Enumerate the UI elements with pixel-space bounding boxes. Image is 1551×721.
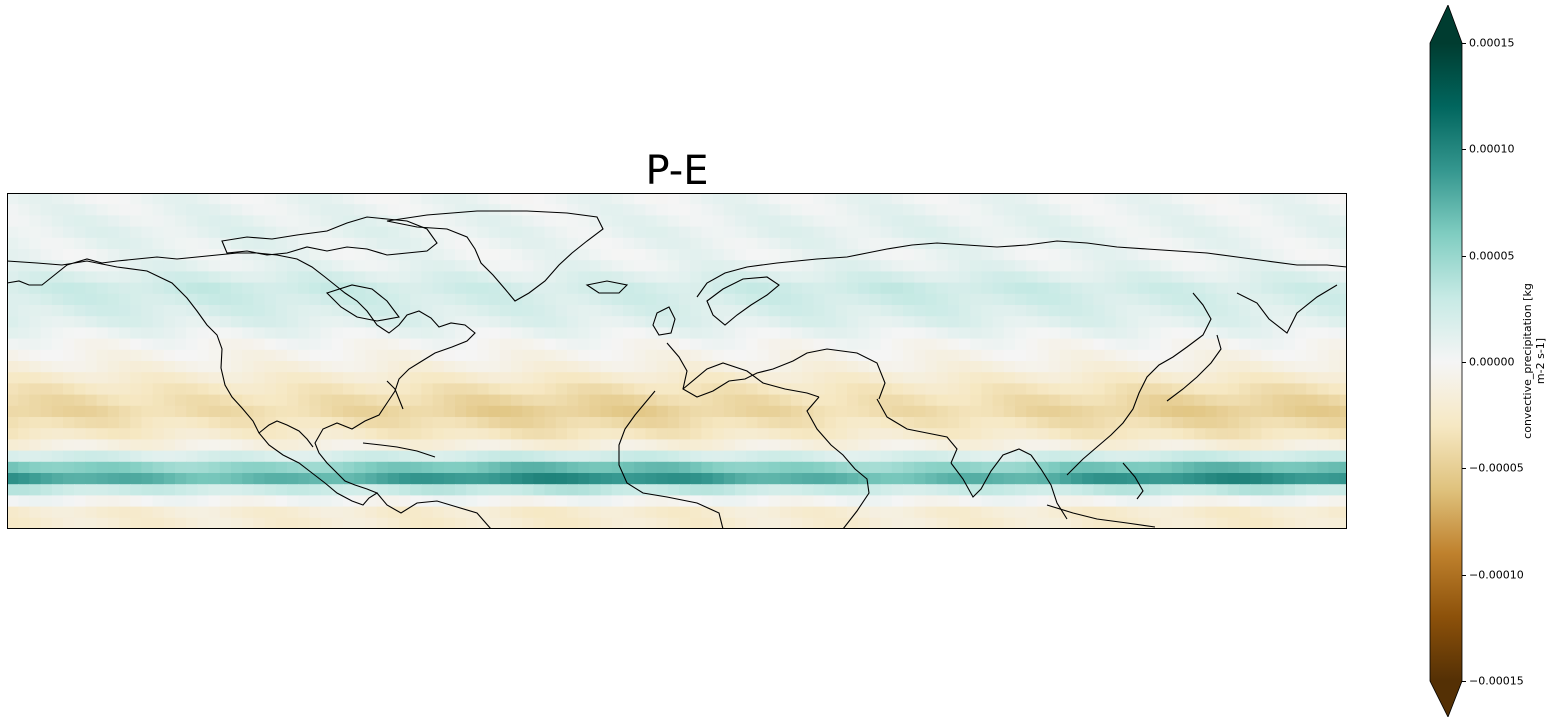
coastline-mediterranean — [682, 362, 820, 398]
colorbar-extend-max — [1430, 5, 1462, 43]
colorbar-body — [1430, 43, 1462, 681]
colorbar-tick-mark — [1462, 362, 1466, 363]
colorbar-label: convective_precipitation [kg m-2 s-1] — [1521, 283, 1547, 439]
colorbar-tick-mark — [1462, 574, 1466, 576]
coastline-arctic-islands — [221, 216, 438, 256]
coastline-scandinavia — [706, 276, 780, 326]
colorbar-tick-label: −0.00005 — [1469, 461, 1524, 475]
colorbar-label-line2: m-2 s-1] — [1534, 337, 1547, 385]
colorbar-tick-mark — [1462, 149, 1466, 151]
colorbar-tick-label: −0.00010 — [1469, 568, 1524, 582]
map-title: P-E — [645, 148, 709, 194]
coastline-florida — [386, 380, 404, 410]
coastlines — [7, 210, 1347, 529]
colorbar-ticks: 0.00015 0.00010 0.00005 0.00000 −0.00005 −0.0… — [1462, 0, 1532, 721]
colorbar-tick-label: 0.00010 — [1469, 142, 1515, 156]
map-border — [7, 193, 1347, 529]
coastline-caribbean — [362, 442, 436, 458]
colorbar-extend-min — [1430, 681, 1462, 717]
colorbar-tick-label: 0.00000 — [1469, 355, 1515, 369]
map-panel — [7, 193, 1347, 529]
coastline-india — [950, 448, 1032, 498]
coastline-philippines — [1122, 462, 1144, 500]
colorbar-tick-label: 0.00015 — [1469, 36, 1515, 50]
colorbar-tick-mark — [1462, 255, 1466, 257]
coastline-british-isles — [652, 306, 676, 336]
coastline-africa — [618, 390, 870, 529]
coastline-indonesia — [1046, 504, 1156, 528]
colorbar-tick-mark — [1462, 681, 1466, 682]
coastline-gulf-of-mexico — [258, 420, 314, 448]
coastline-japan — [1166, 334, 1222, 402]
colorbar-tick-mark — [1462, 43, 1466, 44]
coastline-kamchatka — [1236, 284, 1338, 334]
precipitation-field — [7, 193, 1347, 529]
coastline-south-america — [376, 492, 492, 529]
colorbar-tick-label: 0.00005 — [1469, 249, 1515, 263]
coastline-greenland — [386, 210, 604, 302]
coastline-arabia — [876, 398, 958, 464]
colorbar-tick-label: −0.00015 — [1469, 674, 1524, 688]
coastline-iceland — [585, 280, 629, 294]
coastline-east-asia — [1030, 292, 1212, 520]
coastline-europe-west — [666, 342, 886, 400]
colorbar-label-line1: convective_precipitation [kg — [1521, 283, 1534, 439]
colorbar-tick-mark — [1462, 468, 1466, 470]
coastline-north-america — [7, 252, 476, 506]
coastline-eurasia-north — [696, 240, 1347, 298]
